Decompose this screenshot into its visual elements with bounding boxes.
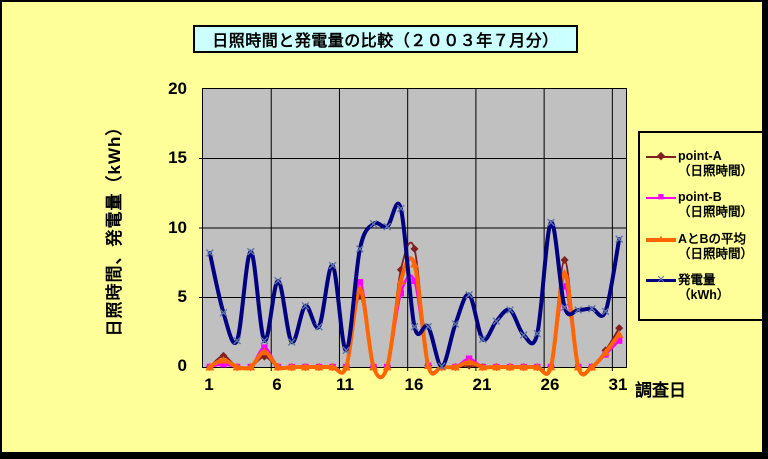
y-tick-label: 0 — [177, 356, 187, 375]
x-tick-label: 31 — [608, 375, 628, 394]
legend-item-hatsuden: ✕ 発電量 （kWh） — [646, 273, 762, 303]
chart-canvas: 日照時間と発電量の比較（２００３年７月分） 日照時間、発電量（kWh） 20 1… — [2, 2, 764, 452]
plot-svg — [199, 89, 626, 380]
legend-label: point-A — [678, 148, 722, 163]
legend-sublabel: （日照時間） — [678, 246, 754, 261]
legend-label: point-B — [678, 190, 722, 205]
legend-label: AとBの平均 — [678, 231, 747, 246]
x-tick-label: 11 — [336, 375, 354, 394]
x-tick-label: 6 — [272, 375, 282, 394]
legend-item-average: ▲ AとBの平均 （日照時間） — [646, 232, 762, 262]
average-line-triangle-marker-icon: ▲ — [646, 232, 676, 247]
point-b-line-square-marker-icon: ■ — [646, 190, 676, 205]
y-tick-label: 20 — [168, 79, 187, 98]
legend: ◆ point-A （日照時間） ■ point-B （日照時間） ▲ AとBの平均… — [638, 131, 764, 321]
legend-item-point-b: ■ point-B （日照時間） — [646, 190, 762, 220]
y-axis-title: 日照時間、発電量（kWh） — [105, 117, 124, 337]
point-a-line-diamond-marker-icon: ◆ — [646, 149, 676, 164]
legend-item-point-a: ◆ point-A （日照時間） — [646, 149, 762, 179]
x-tick-label: 26 — [540, 375, 560, 394]
x-tick-label: 16 — [404, 375, 424, 394]
legend-label: 発電量 — [678, 273, 716, 288]
chart-title: 日照時間と発電量の比較（２００３年７月分） — [193, 25, 578, 53]
y-tick-label: 10 — [168, 218, 187, 237]
x-tick-label: 21 — [472, 375, 492, 394]
x-axis-title: 調査日 — [635, 381, 686, 400]
legend-sublabel: （kWh） — [678, 288, 730, 303]
x-tick-label: 1 — [204, 375, 214, 394]
legend-sublabel: （日照時間） — [678, 205, 754, 220]
legend-sublabel: （日照時間） — [678, 163, 754, 178]
plot-area — [199, 88, 627, 380]
y-tick-label: 15 — [168, 148, 187, 167]
hatsuden-line-x-marker-icon: ✕ — [646, 273, 676, 288]
y-tick-label: 5 — [177, 287, 187, 306]
